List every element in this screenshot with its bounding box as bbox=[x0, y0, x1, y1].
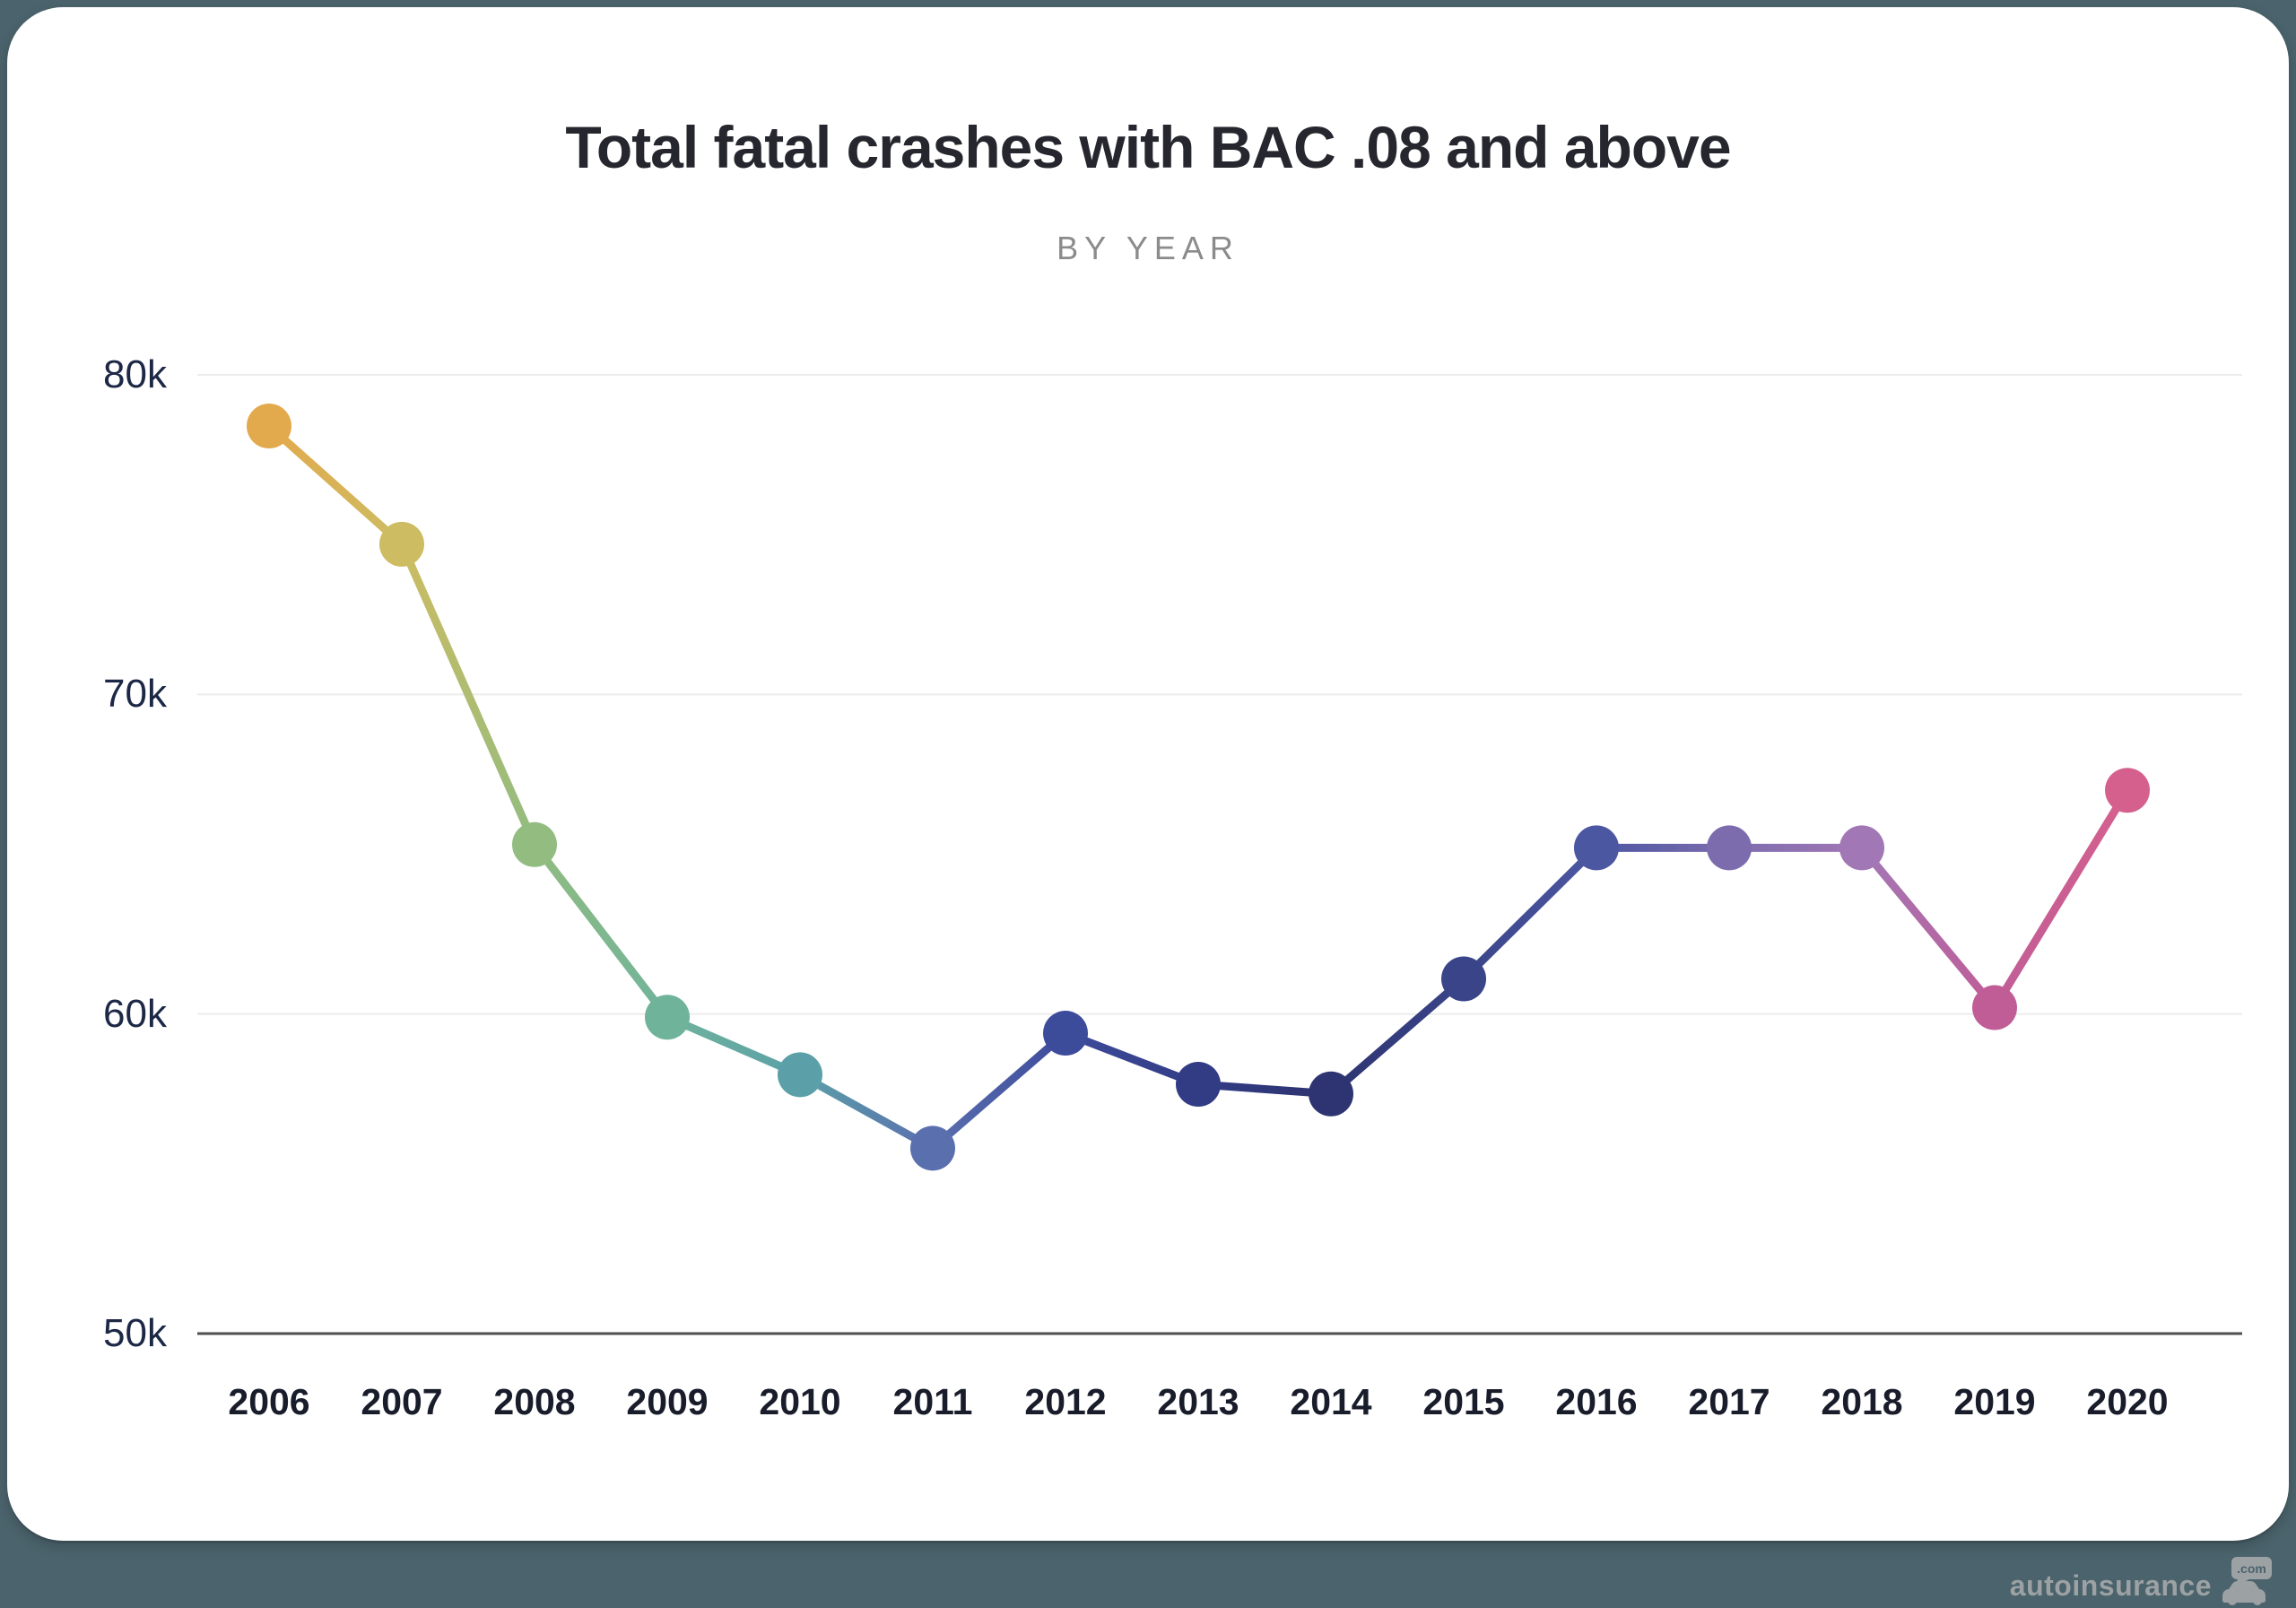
x-tick-label-2018: 2018 bbox=[1821, 1381, 1903, 1422]
data-point-2020 bbox=[2105, 768, 2150, 813]
x-tick-label-2015: 2015 bbox=[1422, 1381, 1505, 1422]
data-point-2012 bbox=[1043, 1011, 1088, 1056]
line-segment-2012-2013 bbox=[1061, 1029, 1203, 1089]
line-segment-2010-2011 bbox=[796, 1070, 937, 1152]
line-segment-2015-2016 bbox=[1459, 843, 1601, 983]
y-tick-label-80k: 80k bbox=[103, 352, 167, 396]
chart-card: Total fatal crashes with BAC .08 and abo… bbox=[7, 7, 2289, 1541]
data-point-2014 bbox=[1309, 1071, 1353, 1117]
watermark-brand: autoinsurance bbox=[2009, 1569, 2212, 1602]
chart-subtitle: BY YEAR bbox=[1057, 230, 1239, 266]
line-segment-2007-2008 bbox=[397, 540, 539, 849]
watermark: autoinsurance .com bbox=[2010, 1557, 2273, 1605]
data-point-2009 bbox=[645, 995, 690, 1040]
car-icon: .com bbox=[2222, 1557, 2272, 1605]
data-point-2011 bbox=[910, 1126, 955, 1171]
x-tick-label-2010: 2010 bbox=[759, 1381, 841, 1422]
x-tick-label-2008: 2008 bbox=[493, 1381, 576, 1422]
x-tick-label-2014: 2014 bbox=[1290, 1381, 1372, 1422]
x-tick-label-2006: 2006 bbox=[228, 1381, 310, 1422]
data-point-2008 bbox=[512, 821, 557, 867]
data-point-2007 bbox=[379, 521, 424, 567]
data-point-2013 bbox=[1176, 1062, 1221, 1108]
line-segment-2019-2020 bbox=[1990, 786, 2132, 1013]
x-tick-label-2017: 2017 bbox=[1688, 1381, 1770, 1422]
line-segment-2014-2015 bbox=[1326, 974, 1468, 1099]
data-point-2017 bbox=[1707, 825, 1752, 871]
line-segment-2006-2007 bbox=[265, 422, 406, 549]
line-segment-2009-2010 bbox=[663, 1013, 804, 1079]
line-segment-2018-2019 bbox=[1857, 843, 1999, 1013]
line-segment-2011-2012 bbox=[928, 1029, 1070, 1152]
x-tick-label-2019: 2019 bbox=[1953, 1381, 2036, 1422]
x-tick-label-2007: 2007 bbox=[361, 1381, 443, 1422]
chart-title: Total fatal crashes with BAC .08 and abo… bbox=[565, 114, 1731, 180]
data-point-2018 bbox=[1839, 825, 1884, 871]
data-point-2015 bbox=[1441, 956, 1486, 1002]
x-tick-label-2009: 2009 bbox=[626, 1381, 709, 1422]
y-tick-label-70k: 70k bbox=[103, 672, 167, 717]
line-segment-2008-2009 bbox=[530, 840, 672, 1021]
x-tick-label-2016: 2016 bbox=[1555, 1381, 1638, 1422]
y-tick-label-60k: 60k bbox=[103, 991, 167, 1036]
data-point-2010 bbox=[778, 1052, 822, 1098]
y-tick-label-50k: 50k bbox=[103, 1311, 167, 1355]
data-point-2006 bbox=[247, 404, 291, 449]
x-tick-label-2011: 2011 bbox=[892, 1381, 973, 1422]
data-point-2016 bbox=[1574, 825, 1619, 871]
data-point-2019 bbox=[1972, 985, 2017, 1030]
x-tick-label-2013: 2013 bbox=[1157, 1381, 1239, 1422]
x-tick-label-2012: 2012 bbox=[1024, 1381, 1107, 1422]
x-tick-label-2020: 2020 bbox=[2086, 1381, 2169, 1422]
watermark-domain: .com bbox=[2237, 1561, 2266, 1576]
